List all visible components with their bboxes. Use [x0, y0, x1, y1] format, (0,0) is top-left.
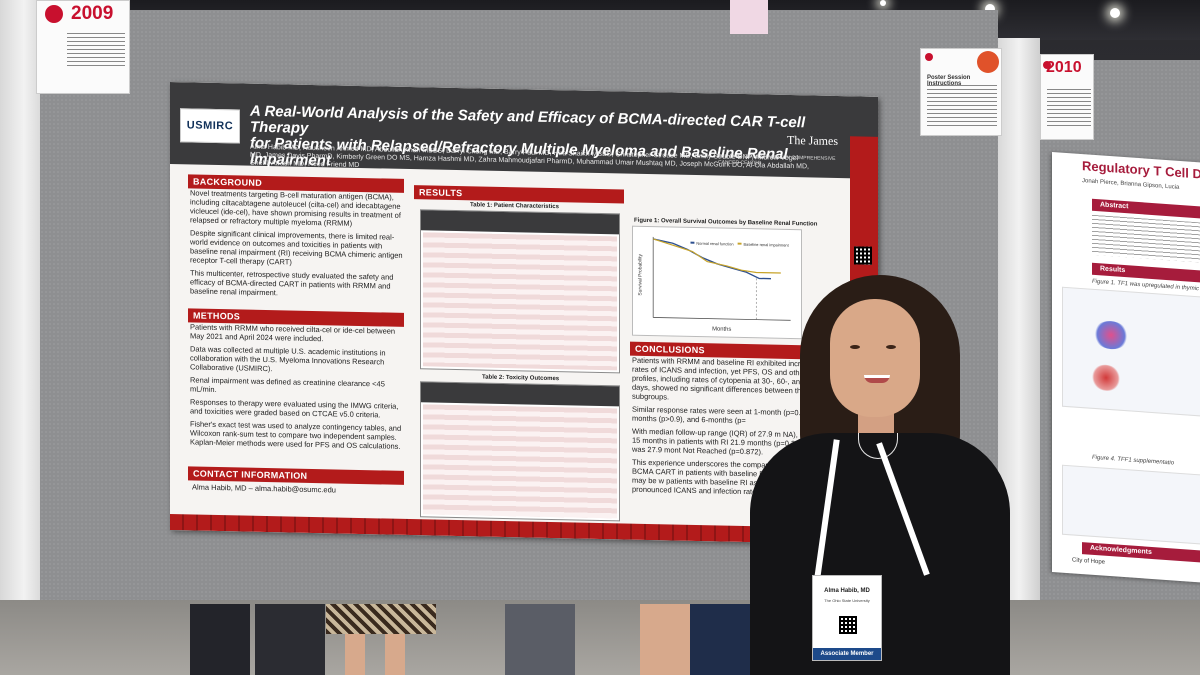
booth-number-sign-2010: 2010 [1040, 54, 1094, 140]
booth-number: 2010 [1046, 59, 1082, 76]
bullet: Patients with RRMM who received cilta-ce… [190, 322, 396, 344]
sponsor-logos: City of Hope [1072, 557, 1106, 566]
right-figure-panel [1062, 286, 1200, 418]
sign-text [927, 85, 997, 129]
badge-organization: The Ohio State University [824, 598, 870, 603]
right-poster-authors: Jonah Pierce, Brianna Gipson, Lucia [1082, 178, 1180, 191]
heatmap-blob-icon [1091, 363, 1121, 392]
patient-characteristics-table [420, 209, 620, 374]
abstract-text [1092, 214, 1200, 264]
ceiling-light [880, 0, 886, 6]
y-axis-label: Survival Probability [637, 253, 643, 295]
logo-text: USMIRC [186, 119, 234, 133]
sign-text [67, 33, 125, 67]
presenter-face [830, 299, 920, 417]
right-figure-panel [1062, 464, 1200, 546]
bullet: Responses to therapy were evaluated usin… [190, 397, 399, 420]
right-figure-caption: Figure 4. TFF1 supplementatio [1092, 454, 1175, 467]
sign-title: Poster Session Instructions [927, 75, 971, 87]
poster-header: USMIRC A Real-World Analysis of the Safe… [170, 82, 878, 179]
legend-normal: Normal renal function [696, 241, 733, 247]
booth-number-sign-2009: 2009 [36, 0, 130, 94]
bullet: Novel treatments targeting B-cell matura… [190, 188, 401, 228]
background-bullets: Novel treatments targeting B-cell matura… [190, 188, 408, 304]
bullet: Renal impairment was defined as creatini… [190, 375, 385, 394]
bystander-leg [345, 634, 365, 675]
bystander-leg [385, 634, 405, 675]
heatmap-blob-icon [1093, 319, 1129, 351]
bullet: Despite significant clinical improvement… [190, 228, 403, 267]
osu-logo-text: THE OHIO STATE UNIVERSITY COMPREHENSIVE … [718, 153, 836, 167]
contact-line: Alma Habib, MD – alma.habib@osumc.edu [192, 482, 336, 495]
ash-logo-icon [1043, 61, 1051, 69]
right-poster-title: Regulatory T Cell D [1082, 158, 1200, 182]
smile [864, 375, 890, 383]
curve-renal-impairment [653, 238, 781, 274]
methods-bullets: Patients with RRMM who received cilta-ce… [190, 322, 408, 455]
ash-logo-icon [45, 5, 63, 23]
toxicity-outcomes-table [420, 381, 620, 522]
eye [850, 345, 860, 349]
the-james-logo: The James [787, 132, 838, 148]
ceiling-light [985, 4, 995, 14]
booth-number: 2009 [71, 3, 114, 24]
right-research-poster: Regulatory T Cell D Jonah Pierce, Briann… [1052, 152, 1200, 584]
badge-qr-code-icon [839, 616, 857, 634]
ash-logo-icon [925, 53, 933, 61]
table-header [421, 382, 619, 407]
legend-impairment: Baseline renal impairment [744, 242, 790, 248]
table-2-title: Table 2: Toxicity Outcomes [482, 374, 560, 383]
bystander-leg [690, 604, 750, 675]
bullet: Fisher's exact test was used to analyze … [190, 419, 402, 451]
sign-text [1047, 89, 1091, 129]
bystander-leg [505, 604, 575, 675]
eye [886, 345, 896, 349]
bystander-leg [190, 604, 250, 675]
bystander-leg [255, 604, 325, 675]
bystander-skirt [326, 604, 436, 634]
usmirc-logo: USMIRC [180, 108, 240, 144]
bystander-leg [640, 604, 690, 675]
presenter: Alma Habib, MD The Ohio State University… [740, 265, 1030, 675]
ceiling-light [1110, 8, 1120, 18]
table-1-title: Table 1: Patient Characteristics [470, 202, 559, 211]
badge-member-type: Associate Member [813, 648, 881, 660]
research-poster: USMIRC A Real-World Analysis of the Safe… [170, 82, 878, 545]
red-decoration-icon [977, 51, 999, 73]
x-axis-label: Months [712, 326, 731, 332]
qr-code-icon [854, 246, 872, 265]
bullet: This multicenter, retrospective study ev… [190, 268, 394, 298]
table-header [421, 210, 619, 235]
poster-session-instructions-sign: Poster Session Instructions [920, 48, 1002, 136]
survival-curve-figure: Months Survival Probability Normal renal… [632, 225, 802, 340]
table-rows [423, 232, 617, 371]
table-rows [423, 404, 617, 519]
section-results-header: RESULTS [414, 185, 624, 204]
name-badge: Alma Habib, MD The Ohio State University… [812, 575, 882, 661]
pink-banner [730, 0, 768, 34]
survival-curve-plot: Months Survival Probability Normal renal… [637, 236, 791, 333]
badge-name: Alma Habib, MD [824, 588, 870, 594]
bullet: Data was collected at multiple U.S. acad… [190, 344, 386, 374]
